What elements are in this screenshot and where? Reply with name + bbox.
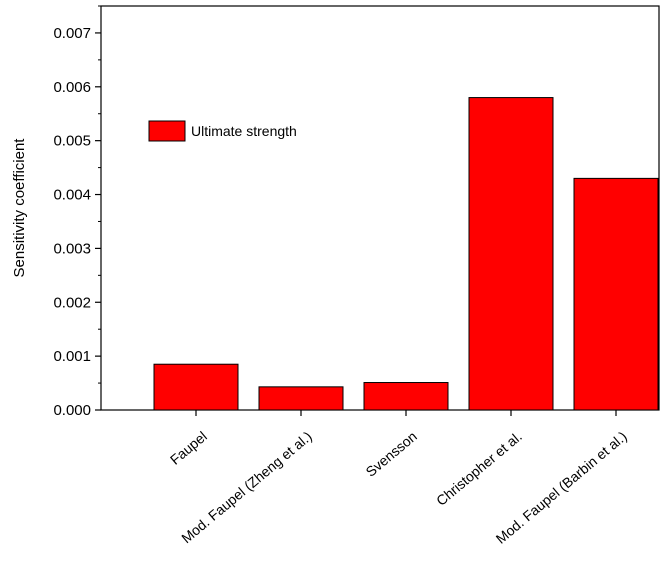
y-axis: 0.000 0.001 0.002 0.003 0.004 0.005 0.006 0.007 <box>53 5 101 419</box>
y-axis-title: Sensitivity coefficient <box>11 138 28 278</box>
y-tick-label: 0.005 <box>53 133 91 150</box>
x-tick-label: Christopher et al. <box>433 428 525 509</box>
legend-label: Ultimate strength <box>191 123 297 139</box>
bar <box>468 97 554 411</box>
y-tick-label: 0.004 <box>53 187 91 204</box>
bar <box>573 177 659 411</box>
legend: Ultimate strength <box>148 120 297 142</box>
y-tick-label: 0.001 <box>53 348 91 365</box>
y-tick-label: 0.000 <box>53 402 91 419</box>
bar <box>153 363 239 411</box>
legend-swatch <box>148 120 186 142</box>
bar <box>363 382 449 411</box>
x-tick-label: Svensson <box>363 428 420 480</box>
y-tick-label: 0.002 <box>53 294 91 311</box>
y-tick-label: 0.006 <box>53 79 91 96</box>
bar <box>258 386 344 411</box>
y-tick-label: 0.007 <box>53 25 91 42</box>
bar-series <box>153 97 659 411</box>
y-tick-label: 0.003 <box>53 240 91 257</box>
x-tick-label: Faupel <box>167 428 210 468</box>
